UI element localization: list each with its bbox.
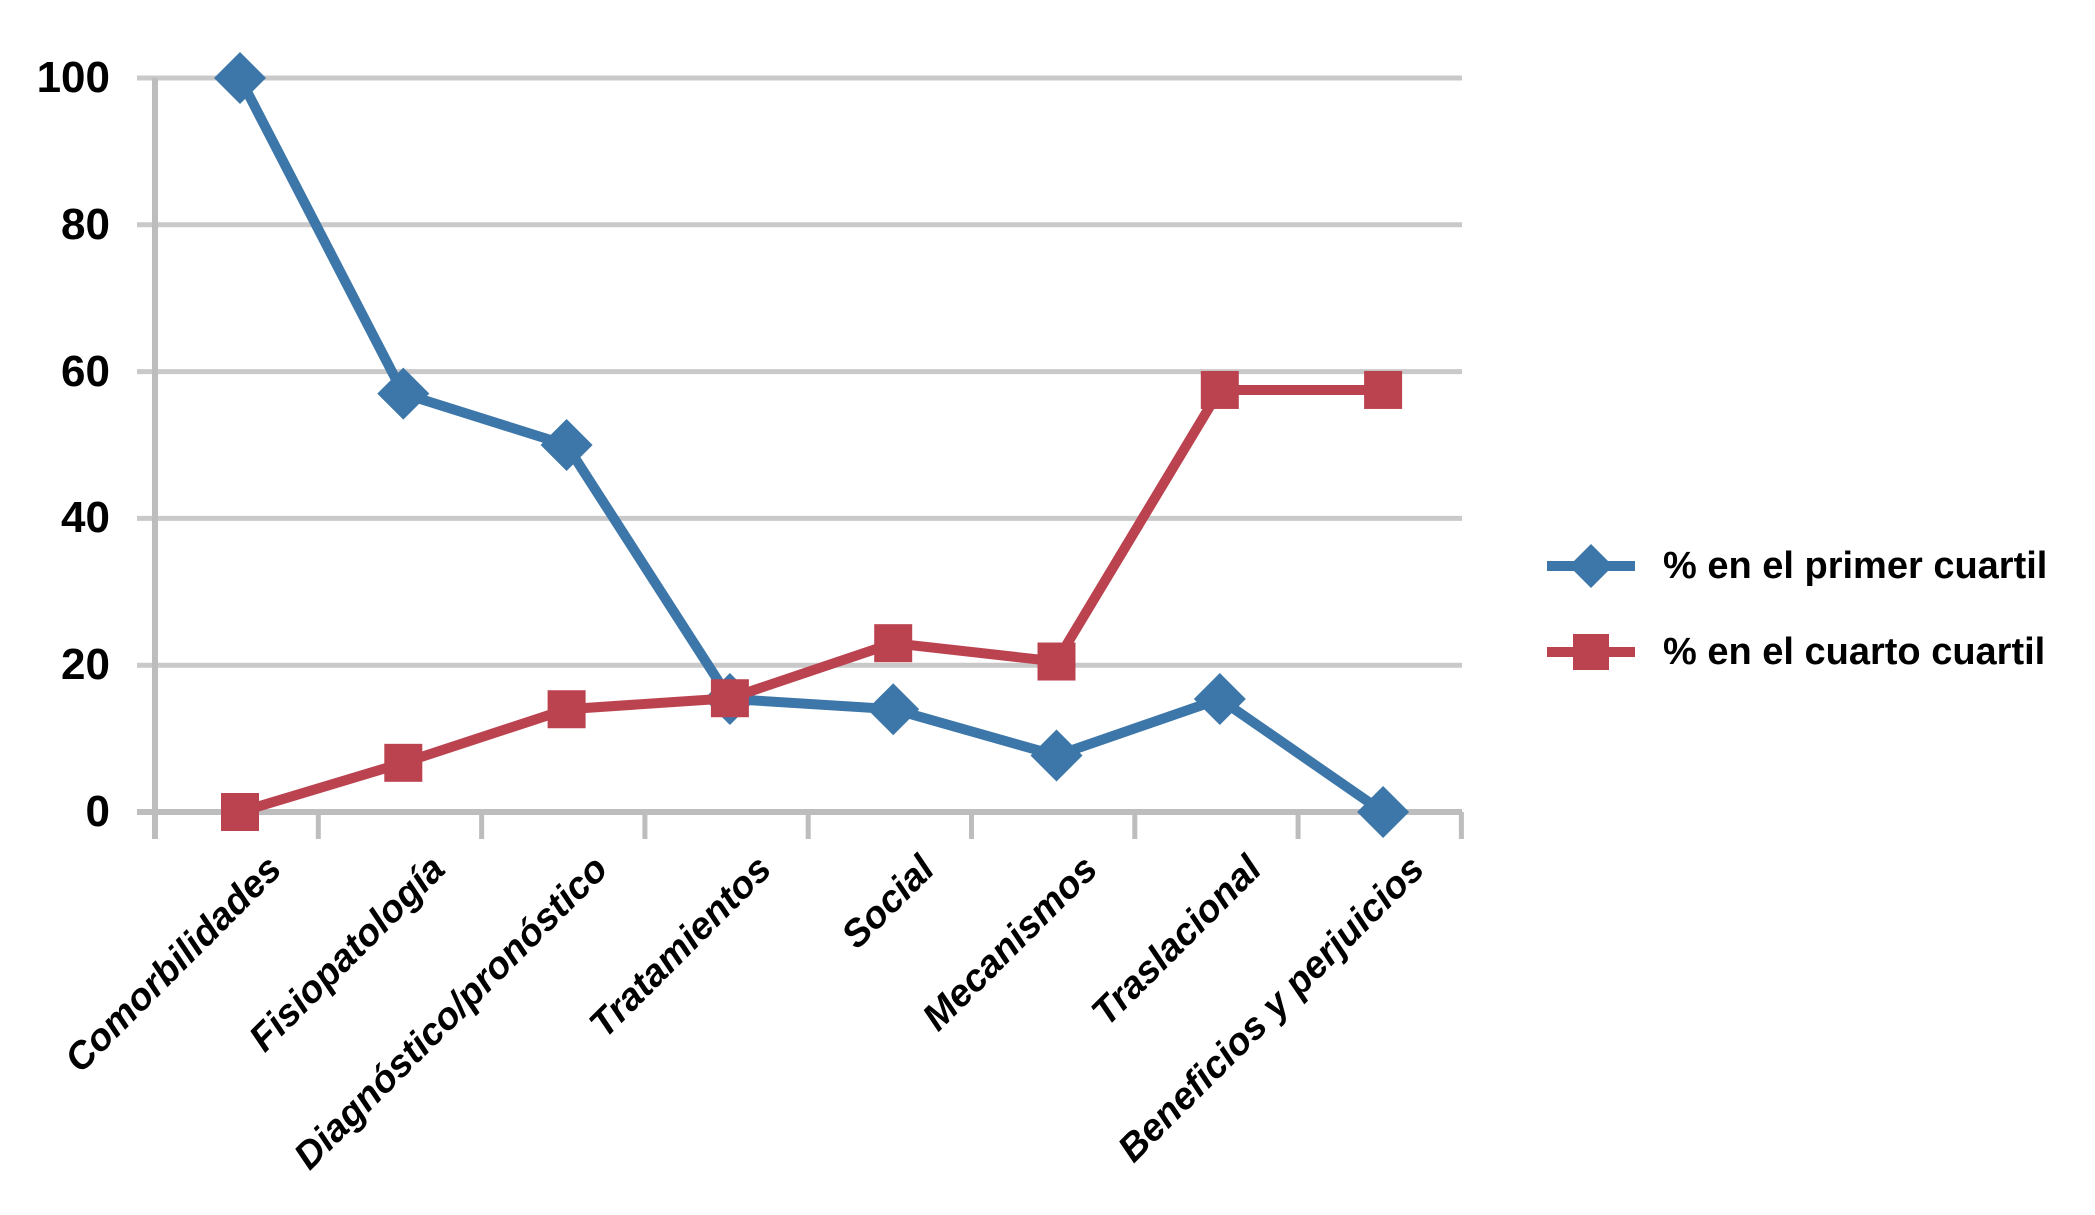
data-point-square: [221, 793, 259, 831]
data-point-diamond: [377, 367, 430, 420]
series-line-0: [235, 75, 1386, 817]
series-line-1: [238, 384, 1384, 817]
y-tick-label: 0: [85, 787, 110, 836]
data-point-square: [710, 679, 749, 718]
y-tick-label: 20: [61, 640, 110, 690]
legend-item-primer-cuartil: % en el primer cuartil: [1545, 542, 2047, 590]
legend-marker-primer-cuartil: [1547, 544, 1635, 588]
legend-label-primer-cuartil: % en el primer cuartil: [1663, 544, 2048, 587]
data-point-square: [1364, 370, 1403, 409]
data-point-diamond: [214, 52, 266, 104]
y-tick-label: 80: [61, 199, 110, 249]
data-point-square: [874, 624, 913, 663]
data-point-square: [384, 743, 423, 782]
legend-marker-cuarto-cuartil: [1547, 634, 1635, 670]
data-point-square: [1037, 642, 1076, 681]
y-tick-label: 60: [61, 346, 110, 396]
data-point-diamond: [1357, 786, 1410, 838]
legend-item-cuarto-cuartil: % en el cuarto cuartil: [1545, 628, 2045, 676]
data-point-diamond: [540, 419, 593, 471]
y-tick-label: 40: [61, 493, 110, 543]
legend-square-icon: [1573, 634, 1609, 670]
data-point-diamond: [1030, 729, 1083, 782]
legend-diamond-icon: [1569, 544, 1613, 588]
data-point-diamond: [867, 683, 920, 736]
data-point-square: [547, 690, 586, 729]
legend-label-cuarto-cuartil: % en el cuarto cuartil: [1663, 630, 2046, 673]
data-point-diamond: [1193, 672, 1246, 725]
y-tick-label: 100: [36, 53, 110, 102]
data-point-square: [1200, 370, 1239, 409]
